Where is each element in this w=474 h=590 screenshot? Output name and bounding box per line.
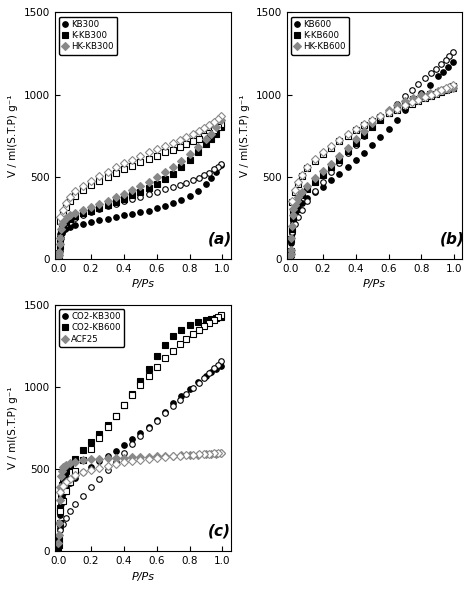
Legend: CO2-KB300, CO2-KB600, ACF25: CO2-KB300, CO2-KB600, ACF25 bbox=[59, 309, 124, 347]
Legend: KB600, K-KB600, HK-KB600: KB600, K-KB600, HK-KB600 bbox=[291, 17, 349, 55]
X-axis label: P/Ps: P/Ps bbox=[131, 572, 155, 582]
Y-axis label: V / ml(S.T.P) g⁻¹: V / ml(S.T.P) g⁻¹ bbox=[240, 94, 250, 177]
X-axis label: P/Ps: P/Ps bbox=[131, 280, 155, 290]
Y-axis label: V / ml(S.T.P) g⁻¹: V / ml(S.T.P) g⁻¹ bbox=[9, 386, 18, 469]
Legend: KB300, K-KB300, HK-KB300: KB300, K-KB300, HK-KB300 bbox=[59, 17, 117, 55]
X-axis label: P/Ps: P/Ps bbox=[363, 280, 386, 290]
Y-axis label: V / ml(S.T.P) g⁻¹: V / ml(S.T.P) g⁻¹ bbox=[9, 94, 18, 177]
Text: (a): (a) bbox=[208, 232, 232, 247]
Text: (c): (c) bbox=[208, 524, 231, 539]
Text: (b): (b) bbox=[440, 232, 465, 247]
